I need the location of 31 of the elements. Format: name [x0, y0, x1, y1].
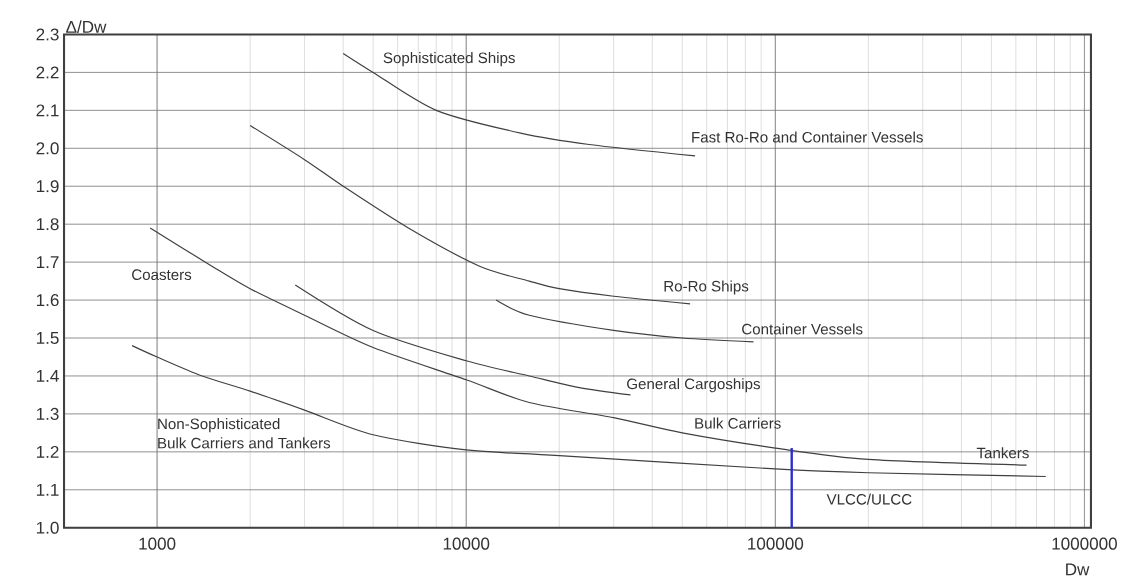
y-axis-title: Δ/Dw: [66, 20, 107, 33]
y-tick-label: 1.2: [36, 445, 59, 458]
x-tick-label: 100000: [748, 537, 804, 550]
y-tick-label: 2.0: [36, 142, 59, 155]
y-tick-label: 2.2: [36, 66, 59, 79]
x-tick-label: 10000: [443, 537, 490, 550]
annotation: VLCC/ULCC: [826, 493, 912, 505]
y-tick-label: 1.4: [36, 370, 59, 382]
annotation: Fast Ro-Ro and Container Vessels: [692, 131, 923, 143]
annotation: Ro-Ro Ships: [664, 280, 749, 295]
y-tick-label: 1.7: [36, 256, 59, 269]
x-tick-label: 1000: [139, 537, 176, 550]
y-tick-label: 1.8: [36, 218, 59, 231]
y-tick-label: 1.0: [36, 521, 59, 534]
x-tick-label: 1000000: [1052, 537, 1117, 550]
annotation: Bulk Carriers: [695, 417, 781, 429]
annotation: Tankers: [976, 447, 1029, 459]
y-tick-label: 1.1: [36, 483, 59, 496]
y-tick-label: 1.5: [36, 332, 59, 345]
y-tick-label: 1.6: [36, 294, 59, 307]
annotation: General Cargoships: [627, 378, 760, 393]
y-tick-label: 1.3: [36, 407, 59, 421]
annotation: Non-Sophisticated: [158, 418, 280, 433]
y-tick-label: 1.9: [36, 180, 59, 193]
annotation: Bulk Carriers and Tankers: [158, 437, 331, 449]
y-tick-label: 2.3: [36, 28, 59, 41]
annotation: Coasters: [132, 269, 192, 281]
y-tick-label: 2.1: [36, 104, 59, 117]
annotation: Container Vessels: [742, 323, 863, 335]
annotation: Sophisticated Ships: [383, 52, 515, 67]
x-axis-title: Dw: [1066, 563, 1090, 576]
